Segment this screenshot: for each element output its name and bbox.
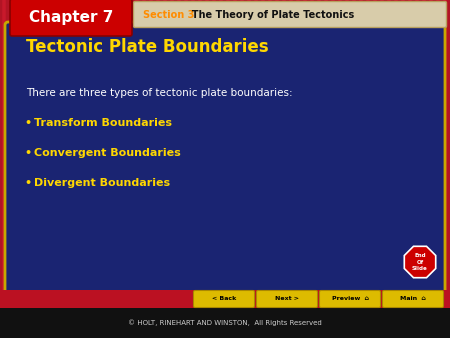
Text: •: • [24, 148, 31, 158]
FancyBboxPatch shape [320, 290, 381, 308]
Polygon shape [404, 246, 436, 278]
Text: End
Of
Slide: End Of Slide [412, 253, 428, 271]
Text: < Back: < Back [212, 296, 236, 301]
Text: There are three types of tectonic plate boundaries:: There are three types of tectonic plate … [26, 88, 292, 98]
FancyBboxPatch shape [5, 22, 445, 293]
FancyBboxPatch shape [10, 0, 132, 36]
FancyBboxPatch shape [382, 290, 444, 308]
Text: Next >: Next > [275, 296, 299, 301]
Text: Divergent Boundaries: Divergent Boundaries [34, 178, 170, 188]
Bar [0, 308, 450, 338]
Text: Chapter 7: Chapter 7 [29, 10, 113, 25]
Text: Tectonic Plate Boundaries: Tectonic Plate Boundaries [26, 38, 269, 56]
Text: Section 3: Section 3 [143, 9, 194, 20]
Text: The Theory of Plate Tectonics: The Theory of Plate Tectonics [185, 9, 354, 20]
Text: Main  ⌂: Main ⌂ [400, 296, 426, 301]
Bar [0, 290, 450, 308]
FancyBboxPatch shape [256, 290, 318, 308]
Text: Preview  ⌂: Preview ⌂ [332, 296, 369, 301]
Text: Convergent Boundaries: Convergent Boundaries [34, 148, 181, 158]
FancyBboxPatch shape [134, 1, 446, 27]
Text: Transform Boundaries: Transform Boundaries [34, 118, 172, 128]
FancyBboxPatch shape [194, 290, 255, 308]
Text: © HOLT, RINEHART AND WINSTON,  All Rights Reserved: © HOLT, RINEHART AND WINSTON, All Rights… [128, 320, 322, 326]
Text: •: • [24, 178, 31, 188]
Text: •: • [24, 118, 31, 128]
